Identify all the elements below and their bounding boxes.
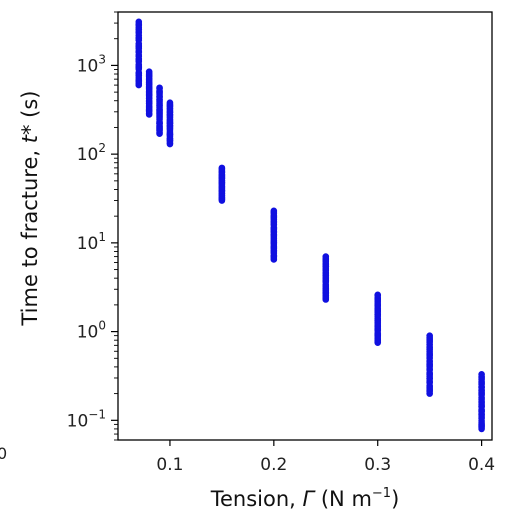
y-tick-label: 102 <box>77 141 106 165</box>
data-point <box>135 18 143 26</box>
y-axis-label: Time to fracture, t* (s) <box>18 90 42 326</box>
y-tick-label-base: 10 <box>77 56 99 76</box>
x-axis-label-unit-exponent: −1 <box>372 486 391 501</box>
x-axis-ticks: 0.1 0.2 0.3 0.4 <box>156 440 495 475</box>
x-axis-label-symbol: Γ <box>302 487 316 511</box>
data-point <box>218 164 226 172</box>
x-tick-label: 0.1 <box>156 455 183 475</box>
data-points <box>135 18 485 433</box>
y-tick-label-exponent: 3 <box>98 52 106 66</box>
data-point <box>374 291 382 299</box>
data-point <box>145 68 153 75</box>
plot-area-frame <box>117 11 493 441</box>
y-tick-label-exponent: 1 <box>98 230 106 244</box>
y-tick-label-base: 10 <box>67 411 89 431</box>
y-tick-label: 10−1 <box>67 407 106 431</box>
x-tick-label: 0.2 <box>260 455 287 475</box>
x-axis-label-unit: (N m <box>314 487 372 511</box>
data-point <box>270 207 278 215</box>
data-point <box>156 84 163 92</box>
y-tick-label-exponent: 2 <box>98 141 106 155</box>
x-axis-label-unit-close: ) <box>391 487 399 511</box>
y-tick-label-base: 10 <box>77 234 99 254</box>
y-tick-label-exponent: −1 <box>88 407 106 421</box>
data-point <box>166 99 174 107</box>
y-axis-label-symbol: t <box>18 134 42 143</box>
data-point <box>426 332 433 339</box>
y-tick-label: 100 <box>77 319 106 343</box>
data-point <box>322 253 330 260</box>
x-tick-label: 0.4 <box>468 455 495 475</box>
y-tick-label-base: 10 <box>77 323 99 343</box>
y-axis-label-prefix: Time to fracture, <box>18 143 42 326</box>
y-axis-label-unit: * (s) <box>18 90 42 135</box>
y-tick-label: 101 <box>77 230 106 254</box>
edge-fragment-text: 0 <box>0 444 7 463</box>
x-tick-label: 0.3 <box>364 455 391 475</box>
y-tick-label-exponent: 0 <box>98 319 106 333</box>
y-tick-label-base: 10 <box>77 145 99 165</box>
data-point <box>478 371 485 378</box>
x-axis-label: Tension, Γ (N m−1) <box>210 486 400 511</box>
y-tick-label: 103 <box>77 52 106 76</box>
x-axis-label-prefix: Tension, <box>210 487 303 511</box>
